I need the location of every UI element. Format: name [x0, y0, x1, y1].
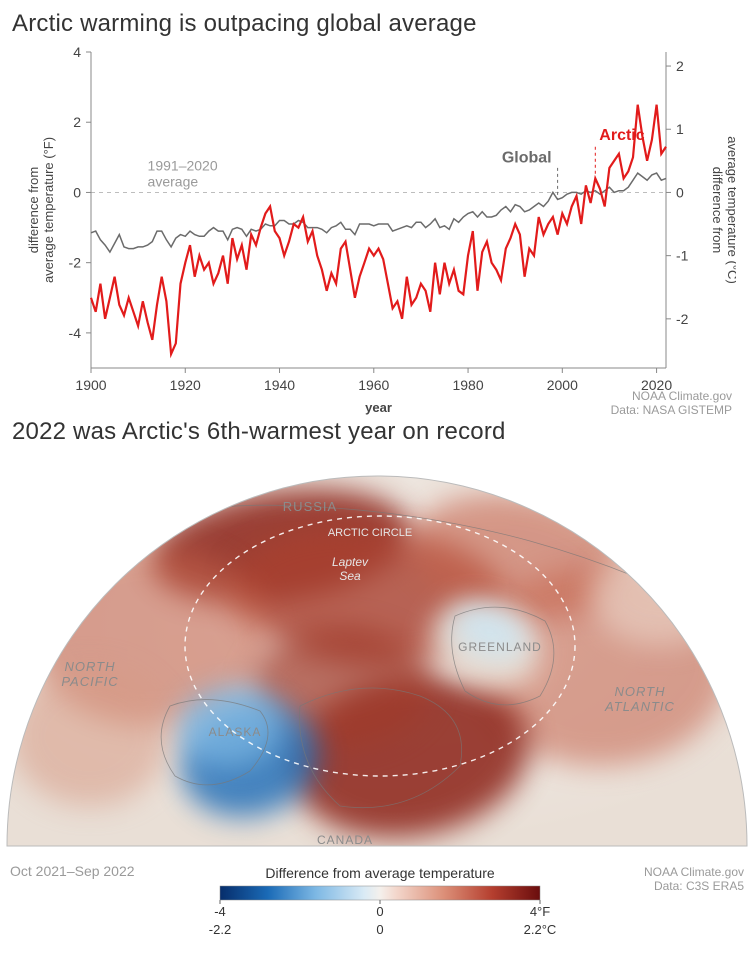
svg-text:average temperature (°C): average temperature (°C) [725, 136, 736, 284]
svg-text:1920: 1920 [170, 377, 201, 393]
page: Arctic warming is outpacing global avera… [0, 0, 754, 956]
svg-text:2000: 2000 [547, 377, 578, 393]
svg-text:2: 2 [676, 58, 684, 74]
svg-text:CANADA: CANADA [317, 833, 373, 847]
panel2-title: 2022 was Arctic's 6th-warmest year on re… [0, 408, 754, 446]
svg-text:NOAA Climate.gov: NOAA Climate.gov [644, 865, 744, 879]
svg-text:0: 0 [376, 904, 383, 919]
svg-text:1960: 1960 [358, 377, 389, 393]
svg-text:-2: -2 [676, 311, 689, 327]
svg-text:Oct 2021–Sep 2022: Oct 2021–Sep 2022 [10, 863, 135, 879]
svg-text:4°F: 4°F [530, 904, 550, 919]
svg-text:Data: C3S ERA5: Data: C3S ERA5 [654, 879, 744, 893]
svg-text:0: 0 [73, 184, 81, 200]
svg-text:-4: -4 [214, 904, 226, 919]
svg-text:average: average [148, 173, 199, 189]
svg-text:Arctic: Arctic [599, 127, 644, 144]
svg-text:average temperature (°F): average temperature (°F) [41, 137, 56, 283]
svg-text:NOAA Climate.gov: NOAA Climate.gov [632, 389, 732, 403]
line-chart-svg: -4-2024-2-101219001920194019601980200020… [16, 38, 736, 428]
svg-text:4: 4 [73, 44, 81, 60]
svg-text:0: 0 [676, 184, 684, 200]
svg-text:GREENLAND: GREENLAND [458, 640, 542, 654]
svg-text:-1: -1 [676, 248, 689, 264]
svg-text:Laptev: Laptev [332, 555, 369, 569]
panel-line-chart: Arctic warming is outpacing global avera… [0, 0, 754, 408]
svg-text:2: 2 [73, 114, 81, 130]
svg-text:PACIFIC: PACIFIC [61, 674, 118, 689]
svg-text:1: 1 [676, 121, 684, 137]
svg-text:0: 0 [376, 922, 383, 937]
svg-text:NORTH: NORTH [65, 659, 116, 674]
svg-text:ARCTIC CIRCLE: ARCTIC CIRCLE [328, 527, 412, 539]
svg-text:RUSSIA: RUSSIA [283, 499, 337, 514]
svg-text:Difference from average temper: Difference from average temperature [265, 865, 495, 881]
panel-globe-map: 2022 was Arctic's 6th-warmest year on re… [0, 408, 754, 956]
svg-text:-2.2: -2.2 [209, 922, 231, 937]
svg-text:-4: -4 [69, 325, 82, 341]
line-chart-container: -4-2024-2-101219001920194019601980200020… [16, 38, 736, 408]
svg-text:1991–2020: 1991–2020 [148, 157, 218, 173]
svg-text:1980: 1980 [452, 377, 483, 393]
panel1-title: Arctic warming is outpacing global avera… [0, 0, 754, 38]
svg-text:ALASKA: ALASKA [209, 725, 262, 739]
svg-text:1940: 1940 [264, 377, 295, 393]
svg-text:1900: 1900 [75, 377, 106, 393]
svg-text:2.2°C: 2.2°C [524, 922, 557, 937]
svg-text:NORTH: NORTH [615, 684, 666, 699]
globe-map-svg: RUSSIAARCTIC CIRCLELaptevSeaNORTHPACIFIC… [0, 446, 754, 946]
svg-text:difference from: difference from [710, 167, 725, 253]
svg-text:Global: Global [502, 150, 552, 167]
svg-text:ATLANTIC: ATLANTIC [604, 699, 675, 714]
svg-text:difference from: difference from [26, 167, 41, 253]
svg-text:-2: -2 [69, 255, 82, 271]
svg-text:Sea: Sea [339, 569, 361, 583]
globe-map-container: RUSSIAARCTIC CIRCLELaptevSeaNORTHPACIFIC… [0, 446, 754, 956]
